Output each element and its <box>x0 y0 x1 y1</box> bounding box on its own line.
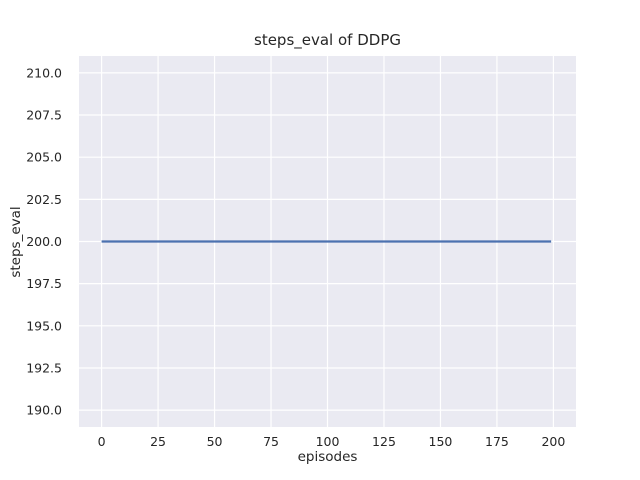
x-tick-label: 0 <box>98 434 106 449</box>
x-tick-label: 25 <box>150 434 166 449</box>
x-tick-label: 150 <box>429 434 453 449</box>
y-tick-label: 202.5 <box>26 192 62 207</box>
x-tick-label: 100 <box>316 434 340 449</box>
y-tick-label: 207.5 <box>26 108 62 123</box>
x-tick-label: 200 <box>541 434 565 449</box>
y-axis-label: steps_eval <box>8 206 24 278</box>
y-tick-label: 192.5 <box>26 360 62 375</box>
x-axis-label: episodes <box>297 449 358 465</box>
y-tick-label: 205.0 <box>26 150 62 165</box>
y-tick-label: 197.5 <box>26 276 62 291</box>
x-tick-label: 75 <box>263 434 279 449</box>
chart-title: steps_eval of DDPG <box>254 31 401 49</box>
y-tick-label: 195.0 <box>26 318 62 333</box>
x-tick-label: 50 <box>207 434 223 449</box>
x-tick-label: 175 <box>485 434 509 449</box>
y-tick-label: 200.0 <box>26 234 62 249</box>
y-tick-label: 210.0 <box>26 65 62 80</box>
y-tick-label: 190.0 <box>26 403 62 418</box>
x-tick-label: 125 <box>372 434 396 449</box>
